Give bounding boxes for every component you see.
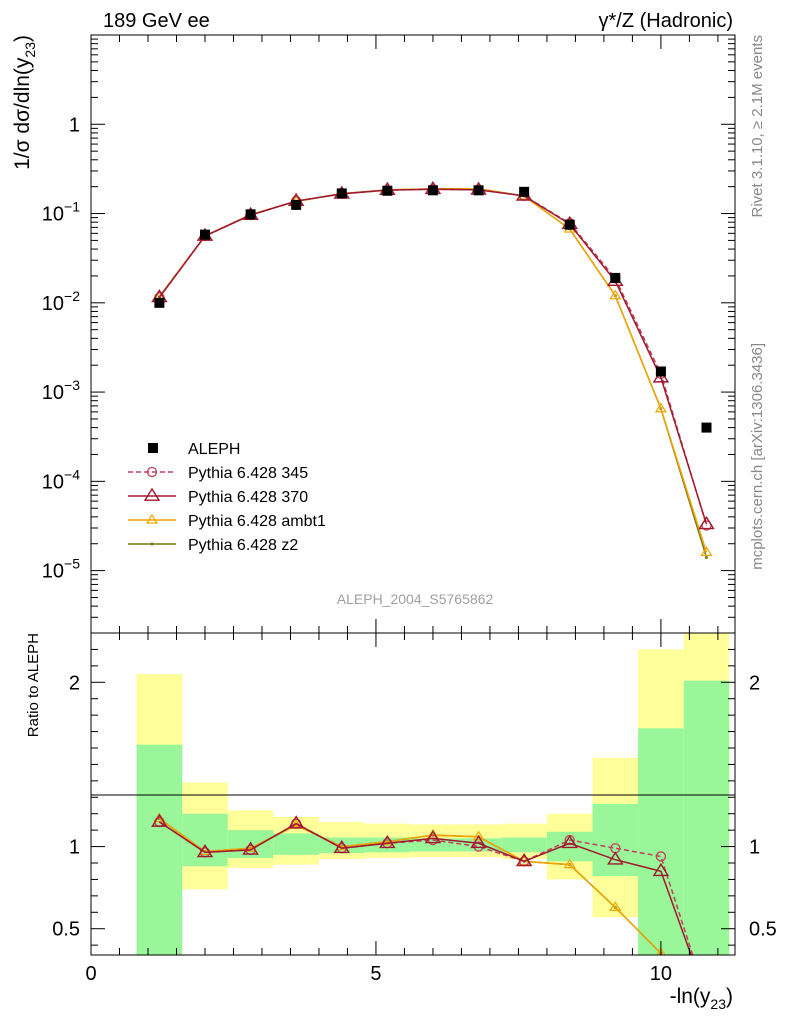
data-point xyxy=(199,229,210,240)
ratio-bands xyxy=(136,633,730,955)
y-tick-label: 10−4 xyxy=(42,466,80,493)
ratio-band-inner xyxy=(136,744,183,955)
y-tick-label: 2 xyxy=(749,672,760,694)
ratio-axis-ticks: 0.5 0.5 1 1 2 2 0 5 10 xyxy=(52,632,777,985)
x-tick-label: 5 xyxy=(370,963,381,985)
series-point xyxy=(473,841,484,852)
series-point xyxy=(652,862,670,877)
main-ylabel: 1/σ dσ/dln(y23) xyxy=(11,35,38,170)
series-point xyxy=(196,844,214,858)
ratio-band-inner xyxy=(501,837,547,853)
y-tick-label: 10−2 xyxy=(42,288,80,315)
data-point xyxy=(154,297,165,308)
y-tick-label: 1 xyxy=(749,837,760,859)
y-tick-label: 1 xyxy=(69,114,80,136)
y-tick-label: 10−3 xyxy=(42,377,80,404)
ratio-xlabel: -ln(y23) xyxy=(670,985,733,1012)
rivet-label: Rivet 3.1.10, ≥ 2.1M events xyxy=(749,35,766,218)
series-point xyxy=(424,830,442,844)
ratio-band-inner xyxy=(273,833,319,855)
data-point xyxy=(473,185,484,196)
ratio-band-inner xyxy=(592,803,639,877)
series-point xyxy=(143,487,161,501)
series-point xyxy=(151,813,168,827)
x-tick-label: 10 xyxy=(650,963,672,985)
data-point xyxy=(245,209,256,220)
series-point xyxy=(379,834,396,849)
ratio-band-inner xyxy=(683,680,730,955)
series-line-p370 xyxy=(158,821,692,955)
series-point xyxy=(150,542,154,546)
series-point xyxy=(427,834,439,846)
y-tick-label: 10−5 xyxy=(42,556,80,583)
legend: ALEPH Pythia 6.428 345 Pythia 6.428 370 Pyt… xyxy=(128,441,326,554)
series-point xyxy=(145,513,159,524)
series-point xyxy=(656,947,666,955)
legend-marker xyxy=(148,443,158,453)
data-point xyxy=(427,185,438,196)
watermark: ALEPH_2004_S5765862 xyxy=(337,591,494,607)
data-point xyxy=(610,272,621,283)
series-point xyxy=(609,289,622,300)
legend-label: ALEPH xyxy=(188,441,240,458)
series-point xyxy=(287,815,305,829)
ratio-band-inner xyxy=(638,728,684,955)
main-axis-ticks: 10−5 10−4 10−3 10−2 10−1 1 xyxy=(42,34,735,634)
legend-label: Pythia 6.428 370 xyxy=(188,489,308,506)
series-point xyxy=(655,851,667,862)
series-point xyxy=(470,834,487,849)
x-tick-label: 0 xyxy=(85,963,96,985)
header-right: γ*/Z (Hadronic) xyxy=(599,10,733,32)
series-point xyxy=(242,841,259,855)
series-point xyxy=(472,830,485,841)
y-tick-label: 1 xyxy=(69,837,80,859)
series-point xyxy=(561,834,578,849)
data-point xyxy=(336,188,347,199)
data-point xyxy=(701,422,712,433)
data-point xyxy=(564,219,575,230)
data-point xyxy=(655,366,666,377)
series-point xyxy=(705,556,709,560)
series-point xyxy=(700,546,713,556)
data-point xyxy=(291,199,302,210)
ratio-ylabel: Ratio to ALEPH xyxy=(25,633,42,737)
ratio-plot-frame xyxy=(90,632,736,956)
ratio-series-layer xyxy=(151,812,694,955)
y-tick-label: 0.5 xyxy=(749,919,777,941)
series-point xyxy=(146,466,158,478)
legend-label: Pythia 6.428 345 xyxy=(188,465,308,482)
data-point xyxy=(382,185,393,196)
series-point xyxy=(515,853,533,867)
series-point xyxy=(609,901,622,911)
mcplots-label: mcplots.cern.ch [arXiv:1306.3436] xyxy=(749,343,766,570)
y-tick-label: 0.5 xyxy=(52,919,80,941)
series-point xyxy=(654,402,667,413)
header-left: 189 GeV ee xyxy=(103,10,210,32)
series-point xyxy=(698,515,715,530)
series-point xyxy=(607,851,624,865)
main-data-points xyxy=(154,185,712,433)
data-point xyxy=(519,186,530,197)
series-point xyxy=(563,858,576,869)
y-tick-label: 2 xyxy=(69,672,80,694)
series-point xyxy=(333,839,351,854)
legend-label: Pythia 6.428 z2 xyxy=(188,537,298,554)
y-tick-label: 10−1 xyxy=(42,199,80,226)
legend-label: Pythia 6.428 ambt1 xyxy=(188,513,326,530)
